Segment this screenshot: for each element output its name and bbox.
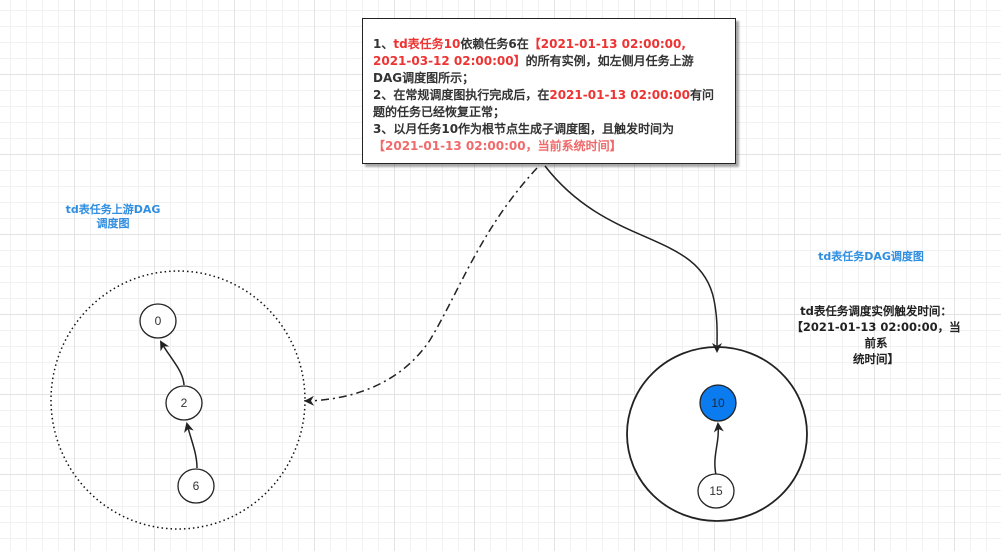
node-6-label: 6 bbox=[193, 479, 200, 493]
node-2-label: 2 bbox=[181, 396, 188, 410]
trigger-time-label: td表任务调度实例触发时间： 【2021-01-13 02:00:00，当前系 … bbox=[786, 303, 966, 367]
note-line-2: 2021-03-12 02:00:00】的所有实例，如左侧月任务上游 bbox=[373, 54, 694, 68]
node-0[interactable]: 0 bbox=[139, 303, 177, 339]
connector-to-upstream-dag bbox=[304, 167, 538, 406]
trigger-time-line-2: 【2021-01-13 02:00:00，当前系 bbox=[791, 320, 961, 350]
upstream-dag-title-line-1: td表任务上游DAG bbox=[65, 203, 161, 216]
task-dag-title: td表任务DAG调度图 bbox=[818, 250, 924, 263]
note-box: 1、td表任务10依赖任务6在【2021-01-13 02:00:00, 202… bbox=[362, 18, 736, 164]
upstream-dag-title: td表任务上游DAG 调度图 bbox=[38, 203, 188, 231]
trigger-time-line-1: td表任务调度实例触发时间： bbox=[800, 304, 952, 318]
node-10[interactable]: 10 bbox=[699, 384, 737, 422]
node-6[interactable]: 6 bbox=[177, 468, 215, 504]
upstream-dag-title-line-2: 调度图 bbox=[96, 217, 130, 230]
node-0-label: 0 bbox=[155, 314, 162, 328]
note-line-4: 2、在常规调度图执行完成后，在2021-01-13 02:00:00有问 bbox=[373, 88, 715, 102]
connector-to-task-dag bbox=[544, 165, 723, 353]
edge-15-to-10 bbox=[713, 422, 724, 476]
node-15-label: 15 bbox=[709, 484, 723, 498]
note-line-5: 题的任务已经恢复正常； bbox=[373, 105, 506, 119]
edge-2-to-0 bbox=[160, 340, 185, 386]
note-line-3: DAG调度图所示； bbox=[373, 71, 475, 85]
node-15[interactable]: 15 bbox=[697, 473, 735, 509]
node-10-label: 10 bbox=[711, 396, 725, 410]
note-line-6: 3、以月任务10作为根节点生成子调度图，且触发时间为 bbox=[373, 122, 675, 136]
note-line-7: 【2021-01-13 02:00:00，当前系统时间】 bbox=[373, 139, 622, 153]
trigger-time-line-3: 统时间】 bbox=[853, 352, 899, 366]
edge-6-to-2 bbox=[184, 422, 198, 469]
note-line-1: 1、td表任务10依赖任务6在【2021-01-13 02:00:00, bbox=[373, 37, 686, 51]
node-2[interactable]: 2 bbox=[165, 385, 203, 421]
